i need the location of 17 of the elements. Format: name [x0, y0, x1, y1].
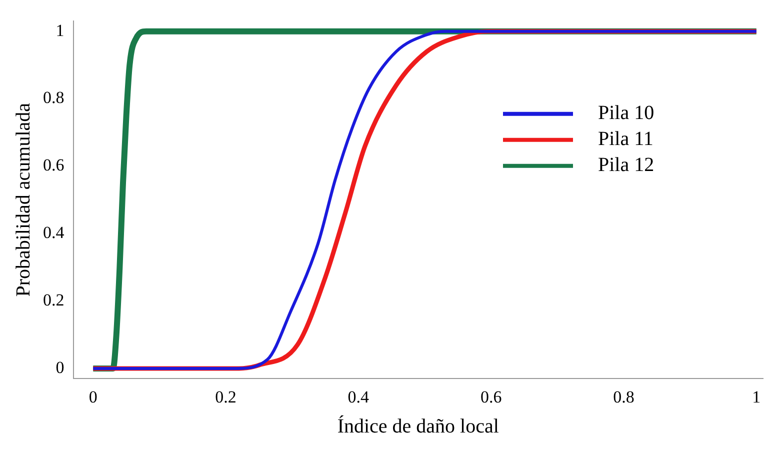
- legend-label: Pila 12: [598, 154, 654, 176]
- x-tick-label: 0.6: [480, 387, 502, 406]
- x-tick-label: 0.4: [348, 387, 370, 406]
- x-tick-label: 1: [752, 387, 761, 406]
- y-tick-label: 0.2: [43, 290, 64, 310]
- x-tick-label: 0.2: [215, 387, 236, 406]
- y-tick-label: 0: [56, 358, 64, 377]
- legend-label: Pila 11: [598, 128, 654, 150]
- y-tick-label: 0.6: [43, 156, 64, 175]
- y-tick-label: 0.8: [43, 88, 64, 108]
- legend-label: Pila 10: [598, 102, 654, 124]
- x-tick-label: 0.8: [613, 387, 634, 406]
- y-axis-title: Probabilidad acumulada: [12, 102, 34, 297]
- x-tick-label: 0: [88, 387, 98, 406]
- y-tick-label: 1: [56, 20, 64, 40]
- x-axis-title: Índice de daño local: [337, 414, 500, 438]
- y-tick-label: 0.4: [43, 223, 65, 242]
